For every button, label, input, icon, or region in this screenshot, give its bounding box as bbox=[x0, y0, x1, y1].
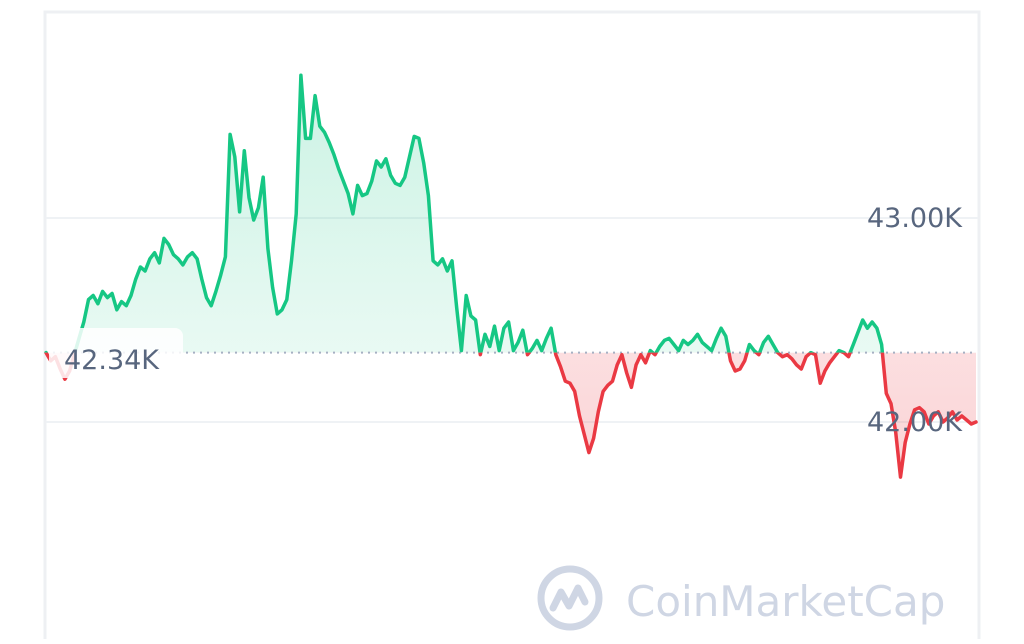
grid-lines bbox=[46, 217, 978, 423]
baseline-label-text: 42.34K bbox=[64, 345, 160, 376]
y-axis-tick-labels: 43.00K 42.00K bbox=[867, 203, 963, 438]
chart-panel-border bbox=[43, 10, 981, 644]
watermark: CoinMarketCap bbox=[537, 565, 945, 631]
price-line-below-baseline bbox=[44, 352, 978, 479]
watermark-text: CoinMarketCap bbox=[626, 577, 945, 626]
price-line-above-baseline bbox=[44, 73, 885, 353]
y-tick-label-0: 43.00K bbox=[867, 203, 963, 234]
area-fill-above-baseline bbox=[46, 75, 976, 353]
coinmarketcap-logo-icon bbox=[537, 565, 603, 631]
baseline-label-background bbox=[49, 328, 183, 378]
baseline-label: 42.34K bbox=[49, 328, 183, 378]
y-tick-label-1: 42.00K bbox=[867, 407, 963, 438]
